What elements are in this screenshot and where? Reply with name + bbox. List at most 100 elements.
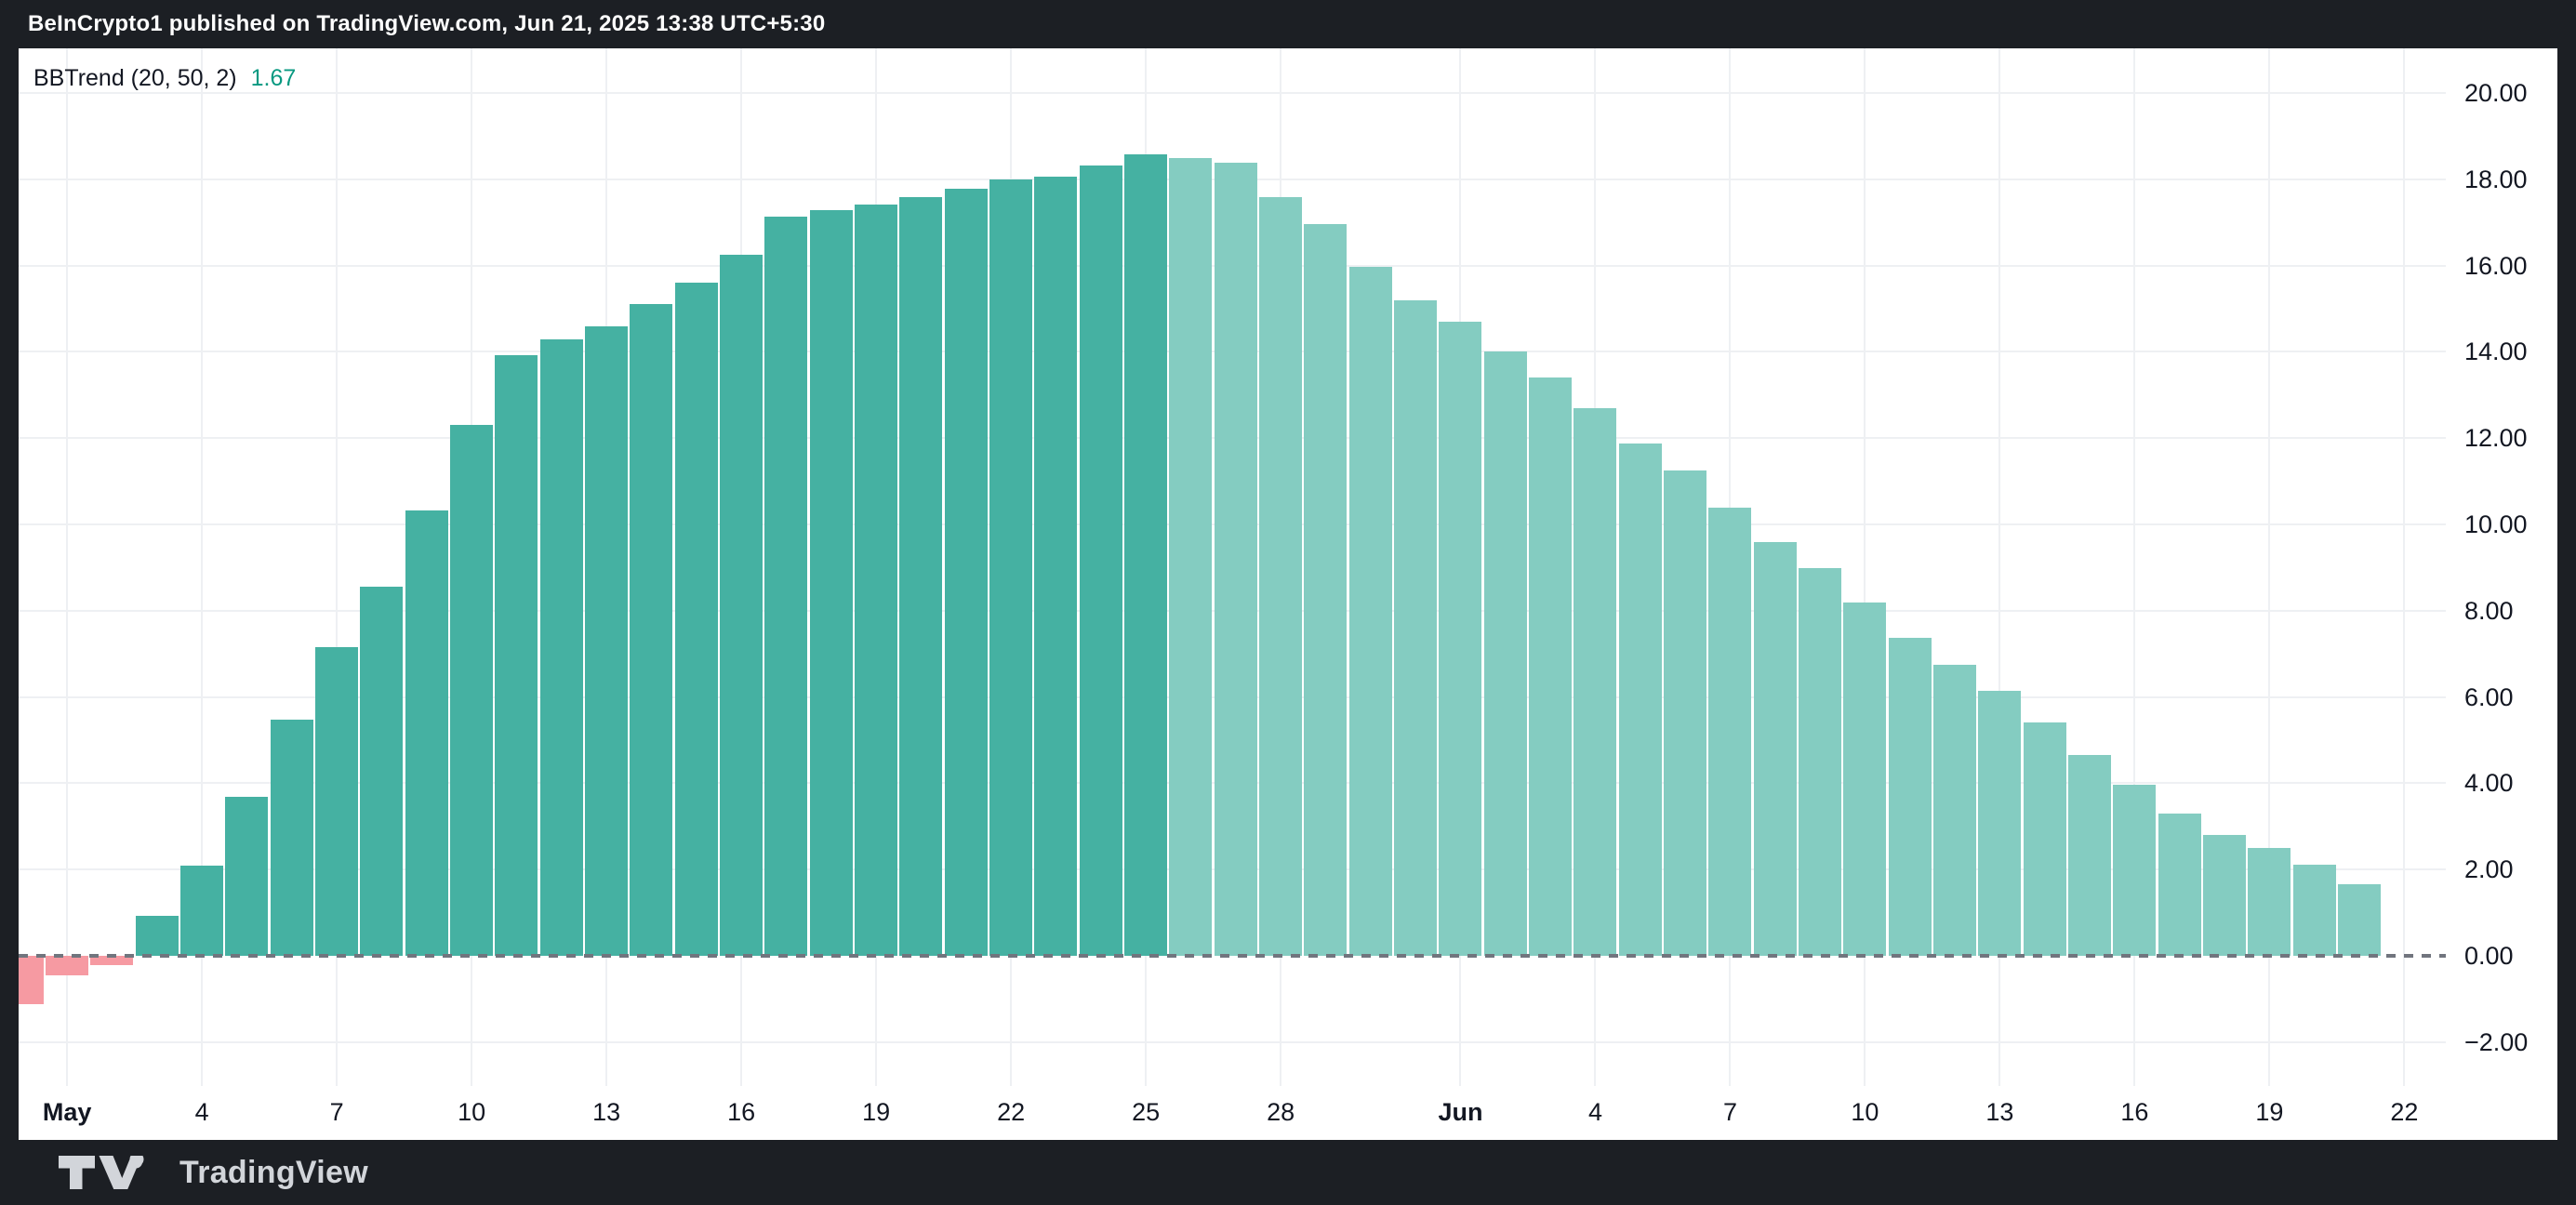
bar[interactable] — [1394, 299, 1438, 956]
grid-line-v — [1998, 48, 2001, 1086]
bar[interactable] — [539, 338, 583, 956]
bar[interactable] — [1843, 602, 1887, 956]
chart-pane[interactable]: 20.00 18.00 16.00 14.00 12.00 10.00 8.00 6.00 4.… — [19, 48, 2557, 1140]
bar[interactable] — [1529, 377, 1573, 956]
bar[interactable] — [1753, 541, 1797, 956]
bar[interactable] — [1483, 351, 1527, 956]
bar[interactable] — [585, 326, 629, 956]
bar[interactable] — [855, 205, 898, 956]
grid-line-h — [19, 92, 2446, 94]
bar[interactable] — [2203, 834, 2247, 956]
bar[interactable] — [225, 796, 269, 956]
bar[interactable] — [674, 283, 718, 956]
x-axis-label: 10 — [1851, 1098, 1879, 1126]
bar[interactable] — [2113, 784, 2157, 956]
bar[interactable] — [764, 217, 808, 956]
bar[interactable] — [720, 255, 764, 956]
bar[interactable] — [360, 586, 404, 956]
grid-line-v — [2133, 48, 2136, 1086]
y-axis-label: −2.00 — [2464, 1027, 2529, 1056]
bar[interactable] — [1259, 196, 1303, 956]
grid-line-v — [2403, 48, 2406, 1086]
x-axis-label: 4 — [194, 1098, 209, 1126]
x-axis-label: Jun — [1438, 1098, 1483, 1126]
bar[interactable] — [2292, 865, 2336, 956]
bar[interactable] — [1124, 153, 1168, 956]
bar[interactable] — [19, 956, 44, 1004]
indicator-title: BBTrend (20, 50, 2) — [33, 65, 237, 91]
bar[interactable] — [2248, 848, 2291, 956]
y-axis-label: 18.00 — [2464, 165, 2528, 193]
bar[interactable] — [1978, 690, 2022, 956]
x-axis-label: 19 — [2255, 1098, 2284, 1126]
footer-bar: TradingView — [0, 1140, 2576, 1205]
bar[interactable] — [1799, 567, 1842, 956]
zero-line — [19, 954, 2446, 958]
y-axis-label: 10.00 — [2464, 510, 2528, 538]
bar[interactable] — [1079, 165, 1122, 956]
bar[interactable] — [1888, 638, 1932, 956]
x-axis-label: 22 — [2390, 1098, 2419, 1126]
x-axis-label: 16 — [727, 1098, 756, 1126]
bar[interactable] — [1573, 408, 1617, 956]
publish-title: BeInCrypto1 published on TradingView.com… — [28, 11, 826, 36]
indicator-legend[interactable]: BBTrend (20, 50, 2) 1.67 — [33, 65, 296, 92]
bar[interactable] — [630, 303, 673, 956]
bar[interactable] — [1708, 507, 1752, 956]
indicator-value: 1.67 — [250, 65, 297, 91]
bar[interactable] — [1304, 224, 1348, 956]
bar[interactable] — [2338, 883, 2382, 956]
publish-header-bar: BeInCrypto1 published on TradingView.com… — [0, 0, 2576, 48]
bar[interactable] — [46, 956, 89, 976]
y-axis-label: 16.00 — [2464, 251, 2528, 280]
bar[interactable] — [270, 720, 313, 956]
x-axis-label: 10 — [458, 1098, 486, 1126]
x-axis-label: 19 — [862, 1098, 891, 1126]
bar[interactable] — [1169, 158, 1213, 956]
x-axis-label: 13 — [592, 1098, 621, 1126]
bar[interactable] — [809, 209, 853, 956]
bar[interactable] — [989, 179, 1033, 956]
bar[interactable] — [315, 646, 359, 956]
bar[interactable] — [450, 424, 494, 956]
y-axis-label: 2.00 — [2464, 855, 2514, 884]
x-axis-label: 4 — [1587, 1098, 1602, 1126]
bar[interactable] — [1214, 162, 1257, 956]
x-axis-label: 28 — [1267, 1098, 1295, 1126]
x-axis-label: May — [42, 1098, 92, 1126]
x-axis-label: 7 — [329, 1098, 344, 1126]
bar[interactable] — [135, 915, 179, 956]
bar[interactable] — [2068, 755, 2112, 956]
bar[interactable] — [495, 355, 538, 956]
grid-line-v — [2268, 48, 2271, 1086]
x-axis-label: 25 — [1132, 1098, 1161, 1126]
y-axis-label: 4.00 — [2464, 769, 2514, 798]
y-axis-label: 20.00 — [2464, 79, 2528, 107]
bar[interactable] — [1618, 443, 1662, 956]
bar[interactable] — [1664, 470, 1707, 956]
y-axis-label: 14.00 — [2464, 338, 2528, 366]
grid-line-v — [336, 48, 339, 1086]
bar[interactable] — [1933, 664, 1977, 956]
bar[interactable] — [90, 956, 134, 965]
grid-line-v — [1864, 48, 1866, 1086]
grid-line-v — [201, 48, 204, 1086]
bar[interactable] — [405, 510, 448, 956]
x-axis-label: 13 — [1985, 1098, 2014, 1126]
bar[interactable] — [180, 866, 224, 956]
brand-name: TradingView — [179, 1154, 368, 1190]
grid-line-h — [19, 1040, 2446, 1043]
bar[interactable] — [899, 197, 943, 956]
y-axis-label: 8.00 — [2464, 596, 2514, 625]
y-axis-label: 6.00 — [2464, 682, 2514, 711]
bar[interactable] — [2023, 722, 2066, 956]
bar[interactable] — [1439, 321, 1482, 956]
bar[interactable] — [944, 188, 988, 956]
bar[interactable] — [2158, 813, 2201, 956]
grid-line-v — [66, 48, 69, 1086]
x-axis-label: 16 — [2120, 1098, 2149, 1126]
bar[interactable] — [1348, 266, 1392, 956]
bar[interactable] — [1034, 176, 1078, 956]
y-axis-label: 12.00 — [2464, 424, 2528, 453]
x-axis-label: 22 — [997, 1098, 1026, 1126]
